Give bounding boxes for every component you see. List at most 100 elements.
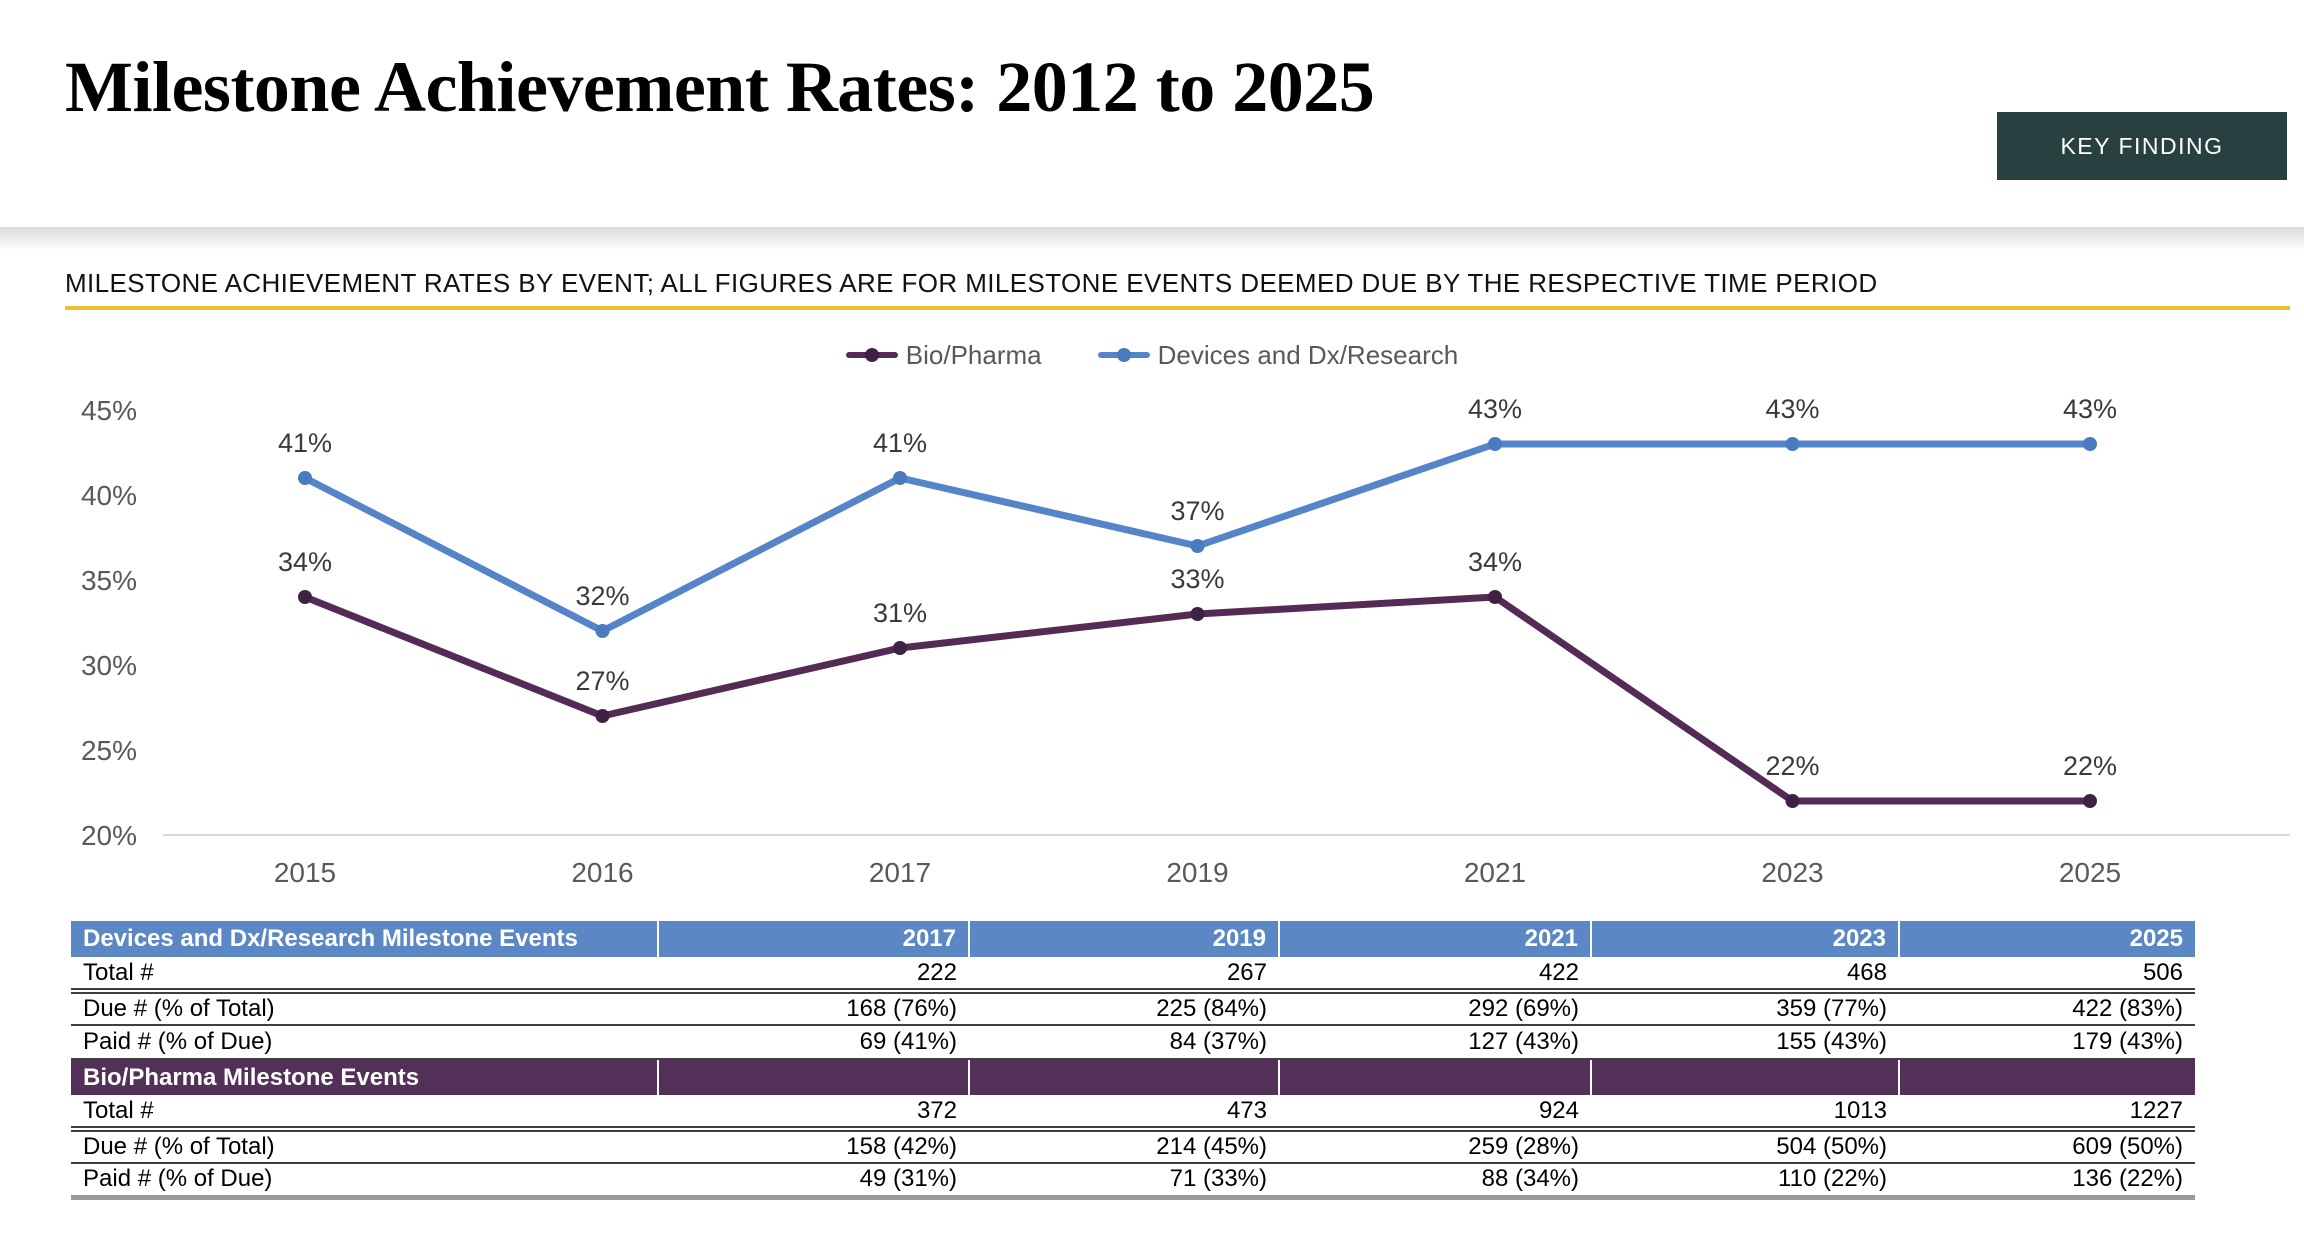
y-axis-tick-label: 25% [81, 735, 137, 766]
table-row: Due # (% of Total) 168 (76%) 225 (84%) 292 … [71, 991, 2195, 1026]
table-cell: 155 (43%) [1591, 1025, 1899, 1060]
header-band: Milestone Achievement Rates: 2012 to 202… [0, 0, 2304, 227]
data-point-bio-pharma [1190, 607, 1205, 621]
table-cell: 49 (31%) [658, 1163, 969, 1200]
table-cell: 609 (50%) [1899, 1129, 2195, 1164]
table-cell: 1227 [1899, 1095, 2195, 1132]
row-label: Due # (% of Total) [71, 991, 658, 1026]
table-cell: 158 (42%) [658, 1129, 969, 1164]
section-header-empty-cell [1590, 1059, 1899, 1095]
table-row: Total #372 473 924 1013 1227 [71, 1095, 2195, 1132]
table-cell: 1013 [1591, 1095, 1899, 1132]
legend-marker-icon [845, 348, 898, 362]
section-header-row: Devices and Dx/Research Milestone Events… [71, 921, 2195, 957]
section-header-label: Devices and Dx/Research Milestone Events [71, 921, 658, 957]
y-axis-tick-label: 35% [81, 565, 137, 596]
data-label-devices-and-dx-research: 37% [1170, 496, 1224, 526]
year-column-header: 2021 [1278, 921, 1591, 957]
section-header-label: Bio/Pharma Milestone Events [71, 1059, 658, 1095]
series-line-devices-and-dx-research [301, 440, 2094, 635]
data-label-devices-and-dx-research: 41% [278, 428, 332, 458]
data-point-devices-and-dx-research [893, 471, 907, 485]
legend-label: Bio/Pharma [905, 339, 1042, 370]
data-label-bio-pharma: 34% [278, 547, 332, 577]
data-point-devices-and-dx-research [2083, 437, 2097, 451]
section-header-empty-cell [657, 1059, 969, 1095]
year-column-header: 2025 [1898, 921, 2195, 957]
data-point-bio-pharma [893, 641, 907, 655]
table-cell: 372 [658, 1095, 969, 1132]
year-column-header: 2023 [1590, 921, 1899, 957]
x-axis-tick-label: 2023 [1761, 857, 1823, 888]
data-label-devices-and-dx-research: 43% [1468, 394, 1522, 424]
data-label-bio-pharma: 34% [1468, 547, 1522, 577]
table-cell: 71 (33%) [969, 1163, 1279, 1200]
x-axis-tick-label: 2016 [571, 857, 633, 888]
table-cell: 136 (22%) [1899, 1163, 2195, 1200]
table-row: Due # (% of Total) 158 (42%) 214 (45%) 259 … [71, 1129, 2195, 1164]
header-divider-shadow [0, 227, 2304, 251]
table-cell: 422 (83%) [1899, 991, 2195, 1026]
table-cell: 168 (76%) [658, 991, 969, 1026]
data-point-devices-and-dx-research [595, 624, 610, 638]
table-cell: 214 (45%) [969, 1129, 1279, 1164]
x-axis-tick-label: 2019 [1166, 857, 1228, 888]
chart-legend: Bio/Pharma Devices and Dx/Research [0, 338, 2304, 372]
table-cell: 110 (22%) [1591, 1163, 1899, 1200]
y-axis-tick-label: 45% [81, 395, 137, 426]
row-label: Total # [71, 957, 658, 994]
y-axis-tick-label: 40% [81, 480, 137, 511]
data-point-bio-pharma [1785, 794, 1800, 808]
chart-subtitle: MILESTONE ACHIEVEMENT RATES BY EVENT; AL… [65, 268, 1878, 298]
table-cell: 259 (28%) [1279, 1129, 1591, 1164]
legend-label: Devices and Dx/Research [1157, 339, 1459, 370]
table-cell: 359 (77%) [1591, 991, 1899, 1026]
x-axis-tick-label: 2017 [869, 857, 931, 888]
x-axis-tick-label: 2021 [1464, 857, 1526, 888]
table-cell: 84 (37%) [969, 1025, 1279, 1060]
table-cell: 179 (43%) [1899, 1025, 2195, 1060]
table-cell: 468 [1591, 957, 1899, 994]
table-cell: 267 [969, 957, 1279, 994]
legend-item-bio-pharma: Bio/Pharma [845, 339, 1042, 371]
series-line-bio-pharma [301, 593, 2094, 805]
table-cell: 422 [1279, 957, 1591, 994]
table-row: Total #222 267 422 468 506 [71, 957, 2195, 994]
legend-item-devices-and-dx-research: Devices and Dx/Research [1097, 339, 1459, 371]
data-point-bio-pharma [2083, 794, 2097, 808]
data-point-bio-pharma [1488, 590, 1502, 604]
table-cell: 69 (41%) [658, 1025, 969, 1060]
table-cell: 88 (34%) [1279, 1163, 1591, 1200]
table-cell: 127 (43%) [1279, 1025, 1591, 1060]
milestone-events-table: Devices and Dx/Research Milestone Events… [71, 921, 2195, 1200]
row-label: Paid # (% of Due) [71, 1163, 658, 1200]
year-column-header: 2017 [657, 921, 969, 957]
data-label-bio-pharma: 33% [1170, 564, 1224, 594]
row-label: Total # [71, 1095, 658, 1132]
data-point-bio-pharma [298, 590, 312, 604]
x-axis-tick-label: 2015 [274, 857, 336, 888]
section-header-empty-cell [1898, 1059, 2195, 1095]
section-header-empty-cell [1278, 1059, 1591, 1095]
data-label-bio-pharma: 31% [873, 598, 927, 628]
table-body: Devices and Dx/Research Milestone Events… [71, 921, 2195, 1200]
table-cell: 504 (50%) [1591, 1129, 1899, 1164]
legend-dot [1116, 348, 1131, 362]
key-finding-button[interactable]: KEY FINDING [1997, 112, 2287, 180]
table-cell: 292 (69%) [1279, 991, 1591, 1026]
table-cell: 473 [969, 1095, 1279, 1132]
year-column-header: 2019 [968, 921, 1279, 957]
page-title: Milestone Achievement Rates: 2012 to 202… [65, 47, 1375, 127]
data-label-devices-and-dx-research: 32% [575, 581, 629, 611]
section-header-empty-cell [968, 1059, 1279, 1095]
data-label-bio-pharma: 22% [1765, 751, 1819, 781]
legend-marker-icon [1097, 348, 1150, 362]
data-point-devices-and-dx-research [1785, 437, 1800, 451]
data-label-devices-and-dx-research: 41% [873, 428, 927, 458]
data-label-bio-pharma: 22% [2063, 751, 2117, 781]
x-axis-tick-label: 2025 [2059, 857, 2121, 888]
gold-rule [65, 306, 2290, 310]
row-label: Due # (% of Total) [71, 1129, 658, 1164]
data-point-devices-and-dx-research [298, 471, 312, 485]
